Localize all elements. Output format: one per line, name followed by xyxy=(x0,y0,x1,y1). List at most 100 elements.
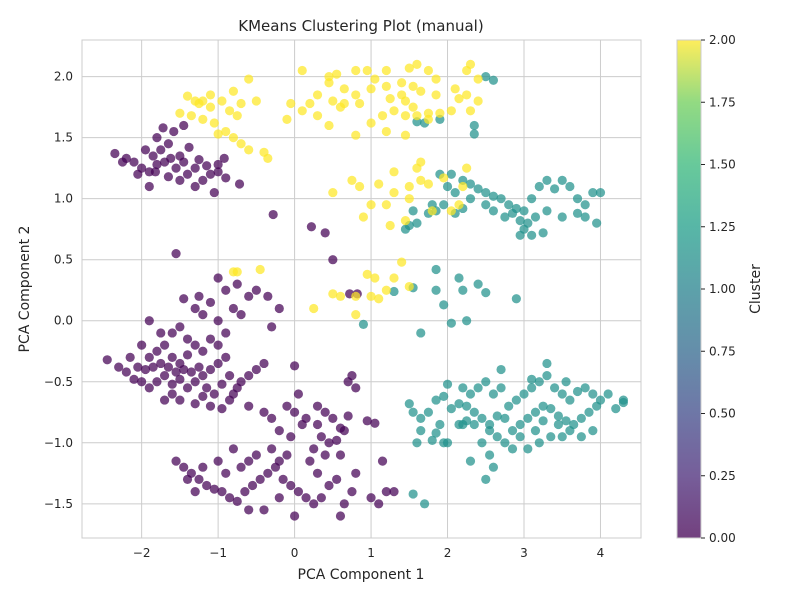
cluster-0-point xyxy=(158,123,168,133)
cluster-0-point xyxy=(224,395,235,405)
cluster-1-point xyxy=(477,438,487,448)
cluster-2-point xyxy=(339,98,349,109)
cluster-0-point xyxy=(171,249,181,259)
cluster-1-point xyxy=(458,383,468,393)
cluster-1-point xyxy=(527,374,537,384)
cluster-2-point xyxy=(205,102,216,112)
cluster-2-point xyxy=(389,187,399,198)
cluster-2-point xyxy=(228,86,239,96)
cluster-2-point xyxy=(324,78,334,88)
cluster-0-point xyxy=(156,145,166,155)
cluster-0-point xyxy=(366,493,376,503)
cluster-2-point xyxy=(221,126,231,137)
cluster-2-point xyxy=(416,157,426,167)
cluster-0-point xyxy=(190,163,200,173)
cluster-1-point xyxy=(542,358,552,369)
cluster-2-point xyxy=(381,81,391,91)
cluster-2-point xyxy=(377,111,388,121)
cluster-0-point xyxy=(213,167,223,177)
cluster-0-point xyxy=(148,151,158,161)
cluster-1-point xyxy=(511,294,521,304)
cluster-0-point xyxy=(140,145,151,155)
cluster-2-point xyxy=(389,106,399,116)
cluster-2-point xyxy=(354,98,365,109)
cluster-2-point xyxy=(335,291,346,301)
cluster-2-point xyxy=(236,98,246,109)
cluster-2-point xyxy=(244,145,254,155)
cluster-1-point xyxy=(473,383,483,393)
cluster-2-point xyxy=(328,187,338,198)
cluster-2-point xyxy=(458,181,468,192)
cluster-1-point xyxy=(534,438,544,448)
cluster-1-point xyxy=(423,407,434,417)
cluster-2-point xyxy=(198,96,208,106)
x-tick-label: 1 xyxy=(367,546,375,560)
cluster-0-point xyxy=(335,511,346,521)
cluster-1-point xyxy=(500,438,510,448)
cluster-0-point xyxy=(221,352,231,362)
cluster-2-point xyxy=(232,111,242,121)
cluster-1-point xyxy=(580,383,590,393)
cluster-1-point xyxy=(465,389,476,399)
cluster-0-point xyxy=(102,355,112,365)
cluster-1-point xyxy=(565,395,575,405)
y-tick-label: 0.5 xyxy=(54,253,73,267)
cluster-1-point xyxy=(519,389,529,399)
cluster-1-point xyxy=(515,230,525,240)
cluster-2-point xyxy=(251,96,261,106)
cluster-1-point xyxy=(484,425,495,436)
cluster-1-point xyxy=(404,399,414,409)
cluster-1-point xyxy=(603,389,613,399)
cluster-2-point xyxy=(351,130,361,140)
cluster-2-point xyxy=(381,126,391,137)
cluster-2-point xyxy=(473,74,483,84)
cluster-2-point xyxy=(465,59,476,70)
cluster-1-point xyxy=(500,212,510,222)
cluster-0-point xyxy=(324,438,334,448)
cluster-0-point xyxy=(205,169,216,179)
cluster-1-point xyxy=(557,175,567,185)
cluster-0-point xyxy=(316,493,326,503)
cluster-1-point xyxy=(473,184,483,194)
cluster-2-point xyxy=(385,93,395,104)
cluster-0-point xyxy=(274,456,284,466)
cluster-1-point xyxy=(488,389,499,399)
cluster-1-point xyxy=(561,416,571,426)
cluster-0-point xyxy=(190,181,200,192)
cluster-0-point xyxy=(171,367,181,377)
cluster-0-point xyxy=(133,362,143,372)
cluster-0-point xyxy=(209,389,219,399)
cluster-0-point xyxy=(152,159,162,170)
colorbar-tick-label: 0.00 xyxy=(709,531,736,545)
cluster-0-point xyxy=(125,352,135,362)
cluster-0-point xyxy=(259,407,269,417)
cluster-1-point xyxy=(416,413,426,423)
cluster-1-point xyxy=(511,395,521,405)
cluster-2-point xyxy=(370,273,380,283)
cluster-0-point xyxy=(175,395,185,405)
cluster-0-point xyxy=(182,474,193,485)
cluster-0-point xyxy=(274,493,284,503)
cluster-2-point xyxy=(400,130,411,140)
cluster-1-point xyxy=(515,419,525,430)
cluster-1-point xyxy=(538,416,548,426)
cluster-1-point xyxy=(400,224,411,234)
cluster-1-point xyxy=(588,389,598,399)
cluster-0-point xyxy=(306,222,317,232)
cluster-2-point xyxy=(217,96,227,106)
cluster-1-point xyxy=(488,206,499,216)
cluster-0-point xyxy=(267,413,277,423)
cluster-0-point xyxy=(228,303,239,314)
cluster-1-point xyxy=(439,300,449,310)
cluster-1-point xyxy=(557,212,567,222)
cluster-0-point xyxy=(320,228,330,238)
cluster-1-point xyxy=(496,364,506,375)
cluster-2-point xyxy=(423,65,434,76)
cluster-2-point xyxy=(209,118,219,128)
cluster-2-point xyxy=(374,294,384,304)
cluster-1-point xyxy=(465,194,476,204)
cluster-1-point xyxy=(412,218,422,228)
cluster-1-point xyxy=(496,383,506,393)
colorbar-tick-label: 1.00 xyxy=(709,282,736,296)
